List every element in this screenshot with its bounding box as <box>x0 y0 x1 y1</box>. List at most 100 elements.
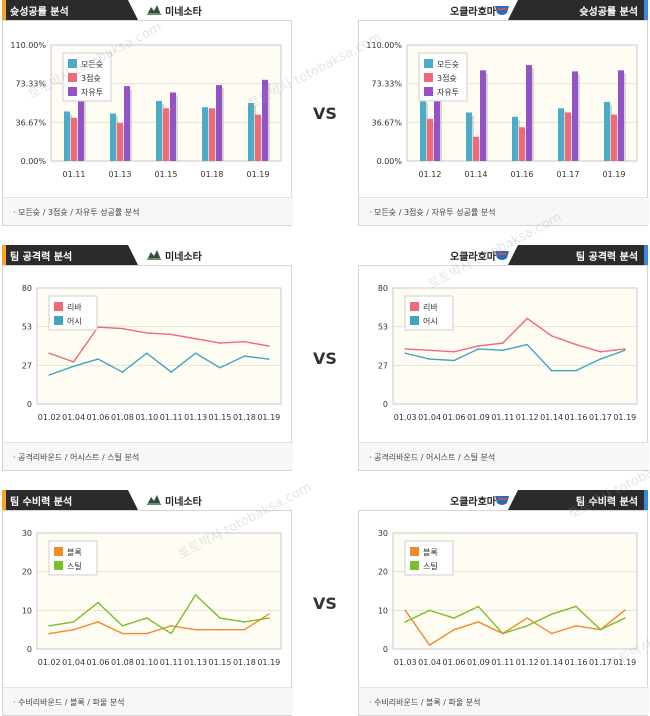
y-tick-label: 20 <box>378 568 388 577</box>
point-리바 <box>170 333 172 336</box>
x-tick-label: 01.19 <box>613 658 636 667</box>
x-tick-label: 01.15 <box>155 170 178 179</box>
bar-3점슛 <box>255 114 261 161</box>
bar-모든슛 <box>466 112 472 161</box>
point-스틸 <box>194 594 197 596</box>
header-bar <box>2 245 138 265</box>
legend-swatch <box>410 302 419 311</box>
y-tick-label: 0 <box>27 645 32 654</box>
section-title: 슛성공률 분석 <box>579 7 638 18</box>
timberwolves-logo-icon <box>147 250 161 260</box>
bar-3점슛 <box>71 117 77 161</box>
point-어시 <box>526 343 528 346</box>
defense-footer-left: · 수비리바운드 / 블록 / 파울 분석 <box>3 687 293 715</box>
x-tick-label: 01.03 <box>394 413 417 422</box>
y-tick-label: 0 <box>383 645 388 654</box>
offense-chart-box-left: 0 27 53 80 01.02 01.04 01.06 01.08 01.10 01.11 01.… <box>2 265 293 471</box>
point-리바 <box>550 335 553 337</box>
x-tick-label: 01.17 <box>557 170 580 179</box>
point-블록 <box>243 628 246 631</box>
timberwolves-logo-icon <box>147 495 161 505</box>
y-tick-label: 10 <box>378 606 388 615</box>
header-bar <box>508 490 648 510</box>
bar-자유투 <box>170 92 176 161</box>
x-tick-label: 01.13 <box>184 658 207 667</box>
shooting-panel-left: 슛성공률 분석 미네소타 0.00% 36.67% 73.33% 110.00% 01.11… <box>2 0 293 226</box>
y-tick-label: 0.00% <box>377 157 403 166</box>
y-tick-label: 73.33% <box>371 80 402 89</box>
point-어시 <box>121 371 124 373</box>
thunder-logo-icon <box>495 251 509 260</box>
bar-자유투 <box>526 65 532 161</box>
x-tick-label: 01.08 <box>111 658 134 667</box>
section-title: 팀 수비력 분석 <box>10 497 73 508</box>
legend-label: 모든슛 <box>81 60 103 69</box>
x-tick-label: 01.19 <box>247 170 270 179</box>
point-블록 <box>624 609 626 612</box>
series-line-리바 <box>405 317 625 353</box>
point-리바 <box>477 345 480 347</box>
x-tick-label: 01.08 <box>111 413 134 422</box>
bar-자유투 <box>78 87 84 161</box>
header-accent <box>2 0 6 20</box>
x-tick-label: 01.12 <box>516 413 539 422</box>
point-블록 <box>268 613 270 615</box>
bar-모든슛 <box>202 107 208 161</box>
point-스틸 <box>599 628 602 631</box>
point-스틸 <box>268 617 270 619</box>
legend-swatch <box>410 547 419 556</box>
point-리바 <box>575 343 577 346</box>
point-리바 <box>599 351 602 353</box>
point-스틸 <box>170 632 172 635</box>
y-tick-label: 27 <box>22 361 32 370</box>
section-title: 팀 공격력 분석 <box>575 252 638 263</box>
y-tick-label: 10 <box>22 606 32 615</box>
point-어시 <box>170 371 172 373</box>
x-tick-label: 01.14 <box>540 658 563 667</box>
shooting-panel-right: 슛성공률 분석 오클라호마 0.00% 36.67% 73.33% 110.00% 01.1… <box>358 0 649 226</box>
point-블록 <box>477 621 480 623</box>
bar-모든슛 <box>64 111 70 161</box>
x-tick-label: 01.10 <box>135 658 158 667</box>
x-tick-label: 01.09 <box>467 658 490 667</box>
x-tick-label: 01.13 <box>184 413 207 422</box>
point-스틸 <box>477 605 480 608</box>
legend-swatch <box>424 87 433 96</box>
x-tick-label: 01.13 <box>109 170 132 179</box>
header-accent <box>644 0 648 20</box>
x-tick-label: 01.04 <box>62 413 85 422</box>
x-tick-label: 01.02 <box>38 413 61 422</box>
x-tick-label: 01.17 <box>589 413 612 422</box>
x-tick-label: 01.18 <box>233 658 256 667</box>
x-tick-label: 01.11 <box>160 658 183 667</box>
shooting-header-left: 슛성공률 분석 미네소타 <box>2 0 292 20</box>
point-블록 <box>404 609 406 612</box>
x-tick-label: 01.18 <box>201 170 224 179</box>
x-tick-label: 01.16 <box>565 413 588 422</box>
legend-label: 자유투 <box>437 88 459 97</box>
x-tick-label: 01.14 <box>465 170 488 179</box>
bar-자유투 <box>618 70 624 161</box>
legend-label: 스틸 <box>423 561 438 571</box>
offense-header-right: 팀 공격력 분석 오클라호마 <box>358 245 648 265</box>
header-bar <box>508 245 648 265</box>
shooting-header-right: 슛성공률 분석 오클라호마 <box>358 0 648 20</box>
point-리바 <box>72 361 75 363</box>
bar-3점슛 <box>565 112 571 161</box>
x-tick-label: 01.16 <box>511 170 534 179</box>
point-스틸 <box>404 621 406 623</box>
point-블록 <box>170 625 172 627</box>
point-리바 <box>404 348 406 350</box>
x-tick-label: 01.04 <box>418 413 441 422</box>
offense-footer-left: · 공격리바운드 / 어시스트 / 스틸 분석 <box>3 442 293 470</box>
point-어시 <box>404 352 406 355</box>
defense-panel-right: 팀 수비력 분석 오클라호마 0 10 20 30 01.03 01.04 01.06 01.09… <box>358 490 649 716</box>
vs-label: VS <box>313 349 337 368</box>
x-tick-label: 01.06 <box>443 413 466 422</box>
x-tick-label: 01.11 <box>160 413 183 422</box>
bar-모든슛 <box>248 103 254 161</box>
point-스틸 <box>575 605 577 608</box>
